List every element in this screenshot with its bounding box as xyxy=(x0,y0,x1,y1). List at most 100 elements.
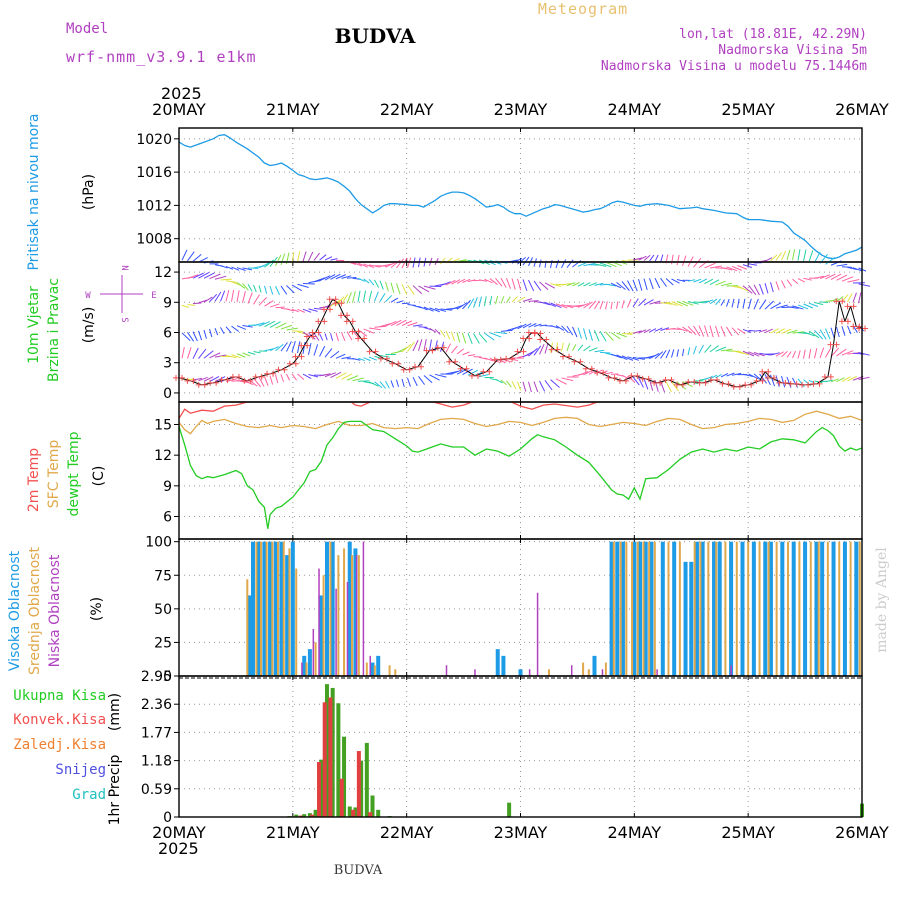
wind-speed-mark xyxy=(173,374,179,381)
cloud-bar xyxy=(683,561,688,676)
wind-vector xyxy=(819,301,829,304)
wind-vector xyxy=(401,344,412,353)
wind-vector xyxy=(269,346,279,352)
wind-vector xyxy=(742,373,754,378)
cloud-bar xyxy=(570,665,573,676)
wind-vector xyxy=(786,279,793,287)
cloud-bar xyxy=(775,541,778,676)
wind-vector xyxy=(335,296,345,306)
wind-speed-mark xyxy=(827,373,834,380)
wind-vector xyxy=(363,357,371,362)
wind-vector xyxy=(610,301,613,310)
wind-vector xyxy=(704,262,716,269)
wind-speed-mark xyxy=(742,381,749,388)
wind-vector xyxy=(847,325,852,335)
wind-vector xyxy=(731,298,735,308)
wind-vector xyxy=(231,354,241,359)
wind-speed-mark xyxy=(651,379,658,386)
cloud-bar xyxy=(376,655,381,676)
wind-speed-mark xyxy=(844,303,851,310)
wind-vector xyxy=(379,381,386,389)
wind-vector xyxy=(583,345,591,352)
wind-vector xyxy=(434,373,447,378)
cloud-bar xyxy=(335,588,337,676)
wind-vector xyxy=(753,329,762,332)
wind-vector xyxy=(330,258,338,261)
wind-vector xyxy=(825,273,836,280)
wind-vector xyxy=(363,278,370,284)
wind-vector xyxy=(599,300,604,310)
wind-vector xyxy=(814,251,821,263)
wind-vector xyxy=(797,304,809,310)
wind-vector xyxy=(698,278,708,284)
wind-vector xyxy=(181,304,190,308)
wind-speed-mark xyxy=(799,381,806,388)
wind-vector xyxy=(506,296,511,303)
wind-vector xyxy=(539,281,549,291)
wind-vector xyxy=(346,375,359,381)
cloud-bar xyxy=(678,541,681,676)
wind-vector xyxy=(638,329,647,334)
wind-vector xyxy=(379,354,390,358)
wind-vector xyxy=(258,377,265,387)
wind-speed-mark xyxy=(486,368,493,375)
wind-vector xyxy=(297,341,301,354)
wind-vector xyxy=(852,267,862,272)
wind-vector xyxy=(671,381,680,392)
wind-vector xyxy=(693,325,701,337)
wind-vector xyxy=(671,328,682,331)
cloud-bar xyxy=(255,541,258,676)
wind-speed-mark xyxy=(446,358,453,365)
wind-vector xyxy=(275,254,282,267)
wind-vector xyxy=(269,321,281,328)
wind-vector xyxy=(209,293,218,303)
wind-vector xyxy=(429,307,440,313)
wind-speed-mark xyxy=(429,347,436,354)
wind-vector xyxy=(192,254,202,262)
wind-vector xyxy=(786,306,799,309)
wind-vector xyxy=(302,282,315,285)
cloud-bar xyxy=(724,541,727,676)
wind-vector xyxy=(214,376,226,383)
cloud-bar xyxy=(268,541,273,676)
y-tick-label: 0 xyxy=(163,810,172,826)
wind-vector xyxy=(858,283,871,287)
wind-vector xyxy=(522,323,532,329)
wind-speed-mark xyxy=(372,348,379,355)
wind-vector xyxy=(660,254,664,263)
wind-speed-mark xyxy=(389,360,396,367)
day-label-top: 21MAY xyxy=(266,100,320,119)
wind-speed-mark xyxy=(270,370,277,377)
wind-vector xyxy=(368,327,381,331)
precip-bar xyxy=(359,760,364,817)
wind-vector xyxy=(440,257,446,265)
wind-speed-mark xyxy=(730,383,737,390)
wind-vector xyxy=(253,294,260,305)
wind-vector xyxy=(192,377,202,381)
wind-speed-mark xyxy=(611,374,618,381)
y-tick-label: 25 xyxy=(154,635,172,651)
wind-vector xyxy=(649,300,661,305)
wind-vector xyxy=(396,319,407,326)
wind-vector xyxy=(467,354,476,357)
wind-vector xyxy=(346,277,357,279)
wind-vector xyxy=(737,265,747,270)
model-elevation-label: Nadmorska Visina u modelu 75.1446m xyxy=(601,59,867,74)
wind-speed-mark xyxy=(179,374,185,381)
wind-vector xyxy=(434,308,447,312)
wind-vector xyxy=(605,283,616,287)
wind-vector xyxy=(517,256,526,265)
wind-speed-mark xyxy=(782,379,789,386)
y-tick-label: 1008 xyxy=(136,232,172,248)
wind-vector xyxy=(561,304,574,309)
wind-speed-mark xyxy=(850,303,857,310)
wind-vector xyxy=(396,347,407,354)
wind-vector xyxy=(764,282,769,294)
day-label-top: 20MAY xyxy=(152,100,206,119)
wind-vector xyxy=(643,378,649,390)
cloud-bar xyxy=(780,541,785,676)
wind-vector xyxy=(654,254,659,262)
wind-vector xyxy=(748,298,752,310)
cloud-bar xyxy=(288,548,291,676)
wind-speed-mark xyxy=(560,353,567,360)
